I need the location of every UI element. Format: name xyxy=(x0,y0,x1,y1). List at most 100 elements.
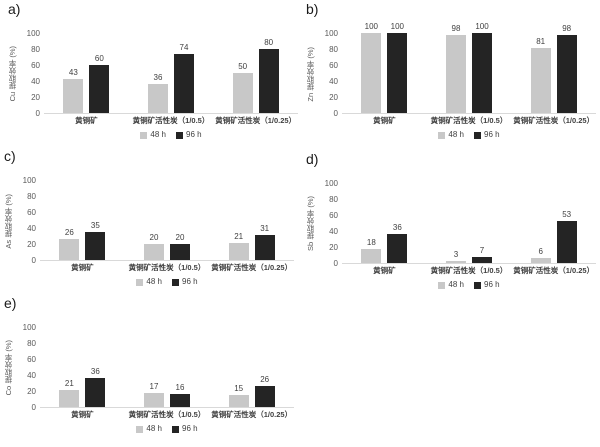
value-label: 21 xyxy=(234,232,244,242)
value-label: 35 xyxy=(90,221,100,230)
bar-96h xyxy=(258,49,279,113)
bar-group: 15 26 xyxy=(209,327,294,407)
y-tick-label: 100 xyxy=(26,29,40,38)
value-label: 16 xyxy=(175,383,185,393)
bar-96h xyxy=(170,394,190,407)
legend-item: 96 h xyxy=(172,278,198,286)
bar-wrap: 21 xyxy=(59,379,80,407)
legend-swatch-96h xyxy=(474,131,481,139)
legend-item: 48 h xyxy=(438,281,464,289)
y-tick-label: 20 xyxy=(329,93,338,102)
bar-96h xyxy=(85,378,106,407)
y-axis-label-column: As 提取效率 (%) xyxy=(2,181,16,261)
bar-wrap: 26 xyxy=(59,229,80,260)
category-label: 黄铜矿 xyxy=(71,410,94,419)
bar-group: 18 36 xyxy=(342,183,427,263)
bar-48h xyxy=(361,248,382,263)
category-label: 黄铜矿 xyxy=(373,266,396,275)
y-tick-label: 80 xyxy=(27,339,36,348)
bar-wrap: 74 xyxy=(174,42,194,113)
y-tick-label: 0 xyxy=(333,109,338,118)
category-label: 黄铜矿活性炭（1/0.5） xyxy=(128,263,206,272)
value-label: 17 xyxy=(149,382,159,392)
bar-96h xyxy=(174,53,194,113)
bar-48h xyxy=(446,34,466,113)
bar-wrap: 7 xyxy=(472,247,492,263)
legend-item: 96 h xyxy=(474,131,500,139)
value-label: 81 xyxy=(536,37,546,47)
value-label: 18 xyxy=(366,237,376,247)
value-label: 3 xyxy=(453,249,459,259)
chart-body: Sb 提取效率 (%) 0 20 40 60 80 100 18 36 3 7 6 53 xyxy=(304,170,596,268)
bar-wrap: 53 xyxy=(556,210,577,263)
y-axis-label-column: Co 提取效率 (%) xyxy=(2,328,16,408)
y-tick-label: 60 xyxy=(27,208,36,217)
bar-wrap: 18 xyxy=(361,237,382,263)
bar-group: 43 60 xyxy=(44,33,129,113)
legend-label: 48 h xyxy=(146,277,162,287)
value-label: 74 xyxy=(179,42,189,52)
bar-wrap: 43 xyxy=(63,68,84,113)
legend-item: 96 h xyxy=(172,425,198,433)
category-label: 黄铜矿活性炭（1/0.25） xyxy=(215,116,297,125)
legend-item: 96 h xyxy=(474,281,500,289)
y-axis-ticks: 0 20 40 60 80 100 xyxy=(318,180,342,268)
bar-group: 36 74 xyxy=(129,33,214,113)
bar-48h xyxy=(59,390,80,407)
bar-wrap: 17 xyxy=(144,383,164,407)
bar-wrap: 31 xyxy=(254,225,275,260)
legend: 48 h 96 h xyxy=(44,131,298,139)
bar-wrap: 60 xyxy=(89,54,110,113)
category-label: 黄铜矿活性炭（1/0.25） xyxy=(211,410,293,419)
y-tick-label: 20 xyxy=(329,243,338,252)
plot-area: 43 60 36 74 50 80 xyxy=(44,33,298,114)
y-axis-label: Co 提取效率 (%) xyxy=(4,340,14,396)
value-label: 80 xyxy=(264,38,274,47)
value-label: 21 xyxy=(64,379,74,389)
y-tick-label: 100 xyxy=(324,179,338,188)
bar-group: 81 98 xyxy=(511,24,596,113)
category-label: 黄铜矿活性炭（1/0.25） xyxy=(513,266,595,275)
legend-label: 96 h xyxy=(182,424,198,434)
legend-label: 48 h xyxy=(448,130,464,140)
bar-group: 100 100 xyxy=(342,23,427,113)
bar-wrap: 26 xyxy=(254,375,275,407)
chart-body: Co 提取效率 (%) 0 20 40 60 80 100 21 36 17 16 15 26 xyxy=(2,314,294,412)
y-tick-label: 80 xyxy=(27,192,36,201)
chart-panel-e: e) Co 提取效率 (%) 0 20 40 60 80 100 21 36 17 16 15 26 黄铜矿… xyxy=(2,296,294,433)
bar-wrap: 21 xyxy=(228,232,249,260)
legend-swatch-96h xyxy=(176,131,183,139)
chart-body: As 提取效率 (%) 0 20 40 60 80 100 26 35 20 20 21 31 xyxy=(2,167,294,265)
category-label: 黄铜矿活性炭（1/0.25） xyxy=(211,263,293,272)
bar-wrap: 16 xyxy=(170,384,190,407)
y-axis-ticks: 0 20 40 60 80 100 xyxy=(16,177,40,265)
y-axis-label: Cu 提取效率 (%) xyxy=(8,46,18,102)
y-tick-label: 20 xyxy=(27,387,36,396)
panel-label-b: b) xyxy=(306,1,319,17)
value-label: 60 xyxy=(94,54,104,63)
legend-swatch-48h xyxy=(438,131,446,139)
chart-body: Cu 提取效率 (%) 0 20 40 60 80 100 43 60 36 74 50 80 xyxy=(6,20,298,118)
value-label: 26 xyxy=(260,375,270,385)
bar-48h xyxy=(530,48,551,113)
bar-wrap: 15 xyxy=(228,385,249,407)
category-label: 黄铜矿活性炭（1/0.5） xyxy=(132,116,210,125)
legend: 48 h 96 h xyxy=(40,425,294,433)
bar-96h xyxy=(254,235,275,260)
y-tick-label: 20 xyxy=(31,93,40,102)
legend-swatch-96h xyxy=(474,281,481,289)
bar-group: 20 20 xyxy=(125,180,210,260)
bar-48h xyxy=(59,239,80,260)
value-label: 98 xyxy=(451,23,461,33)
bar-48h xyxy=(228,243,249,260)
bar-wrap: 35 xyxy=(85,221,106,260)
bar-96h xyxy=(387,33,408,113)
bar-48h xyxy=(144,244,164,260)
bar-48h xyxy=(63,78,84,113)
plot-area: 21 36 17 16 15 26 xyxy=(40,327,294,408)
chart-body: Zn 提取效率 (%) 0 20 40 60 80 100 100 100 98 100 81 98 xyxy=(304,20,596,118)
bar-wrap: 100 xyxy=(387,23,408,113)
value-label: 50 xyxy=(238,62,248,71)
